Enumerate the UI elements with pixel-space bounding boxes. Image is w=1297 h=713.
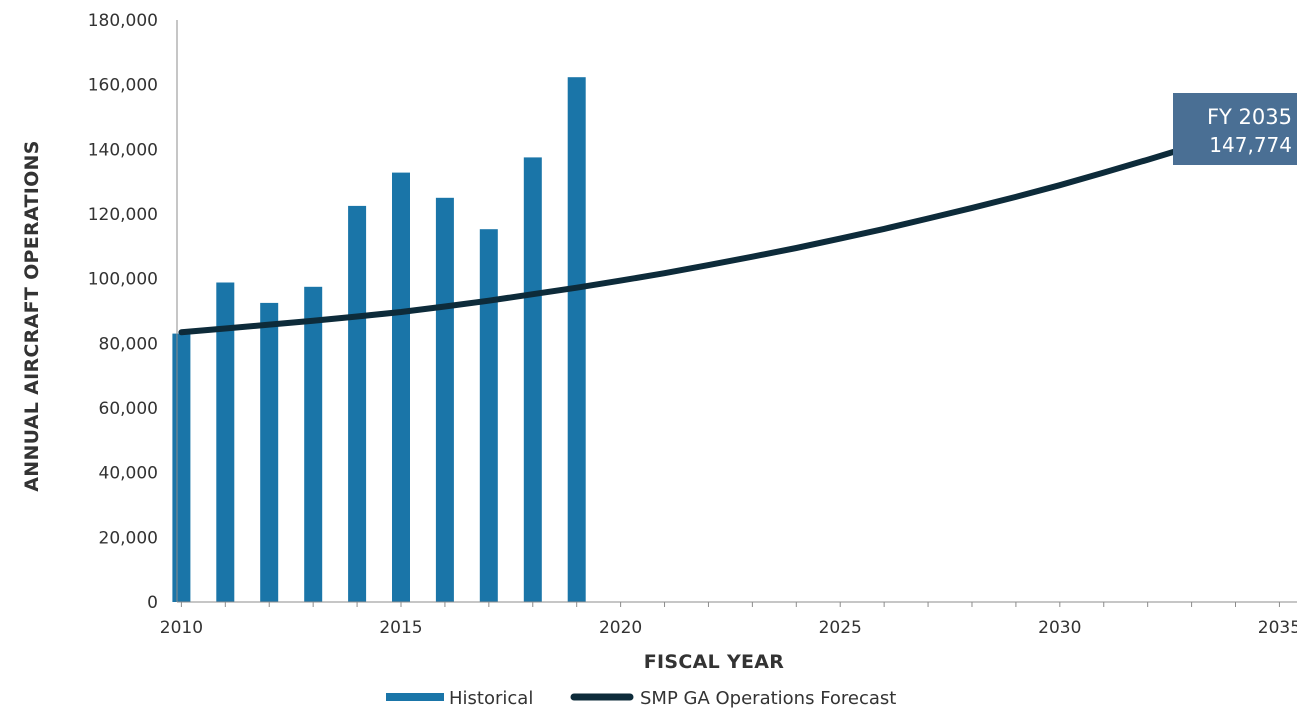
x-tick-label: 2015 xyxy=(379,618,422,638)
annotation-callout: FY 2035 147,774 xyxy=(1173,93,1297,165)
bar-historical-2012 xyxy=(260,302,279,602)
legend: Historical SMP GA Operations Forecast xyxy=(386,688,896,709)
y-tick-label: 180,000 xyxy=(88,11,158,31)
plot-area: 0 20,000 40,000 60,000 80,000 100,000 120,000 1… xyxy=(88,11,1297,638)
axes xyxy=(176,20,1297,607)
bar-historical-2014 xyxy=(348,205,367,602)
legend-label-forecast: SMP GA Operations Forecast xyxy=(640,688,896,709)
bar-historical-2013 xyxy=(304,286,323,603)
legend-label-historical: Historical xyxy=(449,688,533,709)
bar-historical-2018 xyxy=(523,157,542,602)
y-tick-label: 80,000 xyxy=(99,334,158,354)
x-axis-title: FISCAL YEAR xyxy=(644,651,785,673)
x-tick-label: 2030 xyxy=(1038,618,1081,638)
y-tick-label: 120,000 xyxy=(88,205,158,225)
annotation-year: FY 2035 xyxy=(1207,105,1292,129)
x-tick-label: 2010 xyxy=(160,618,203,638)
bar-historical-2010 xyxy=(172,333,191,602)
forecast-line xyxy=(178,121,1283,336)
y-tick-label: 160,000 xyxy=(88,76,158,96)
y-axis-title: ANNUAL AIRCRAFT OPERATIONS xyxy=(21,140,43,492)
x-tick-label: 2020 xyxy=(599,618,642,638)
x-tick-label: 2025 xyxy=(819,618,862,638)
y-tick-label: 20,000 xyxy=(99,528,158,548)
y-tick-label: 100,000 xyxy=(88,270,158,290)
bar-historical-2017 xyxy=(479,229,498,602)
bar-historical-2015 xyxy=(392,172,410,602)
x-tick-labels: 2010 2015 2020 2025 2030 2035 xyxy=(160,618,1297,638)
y-tick-label: 40,000 xyxy=(99,464,158,484)
bars-group xyxy=(172,77,586,603)
y-tick-label: 0 xyxy=(147,593,158,613)
bar-historical-2019 xyxy=(567,77,586,602)
y-tick-labels: 0 20,000 40,000 60,000 80,000 100,000 120,000 1… xyxy=(88,11,158,613)
bar-historical-2016 xyxy=(435,197,454,603)
annotation-box xyxy=(1173,93,1297,165)
y-tick-label: 60,000 xyxy=(99,399,158,419)
annotation-value: 147,774 xyxy=(1209,133,1292,157)
x-tick-label: 2035 xyxy=(1258,618,1297,638)
y-tick-label: 140,000 xyxy=(88,140,158,160)
legend-swatch-historical xyxy=(386,693,444,701)
bar-historical-2011 xyxy=(216,282,235,602)
